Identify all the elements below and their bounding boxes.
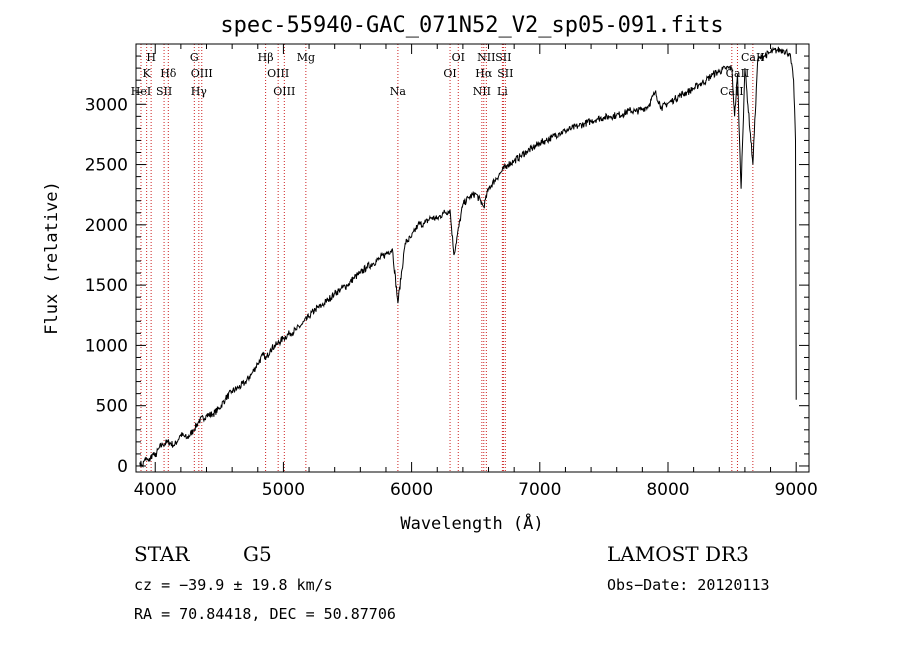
- y-tick-label: 2500: [85, 156, 128, 176]
- x-tick-label: 4000: [134, 480, 177, 500]
- y-tick-label: 500: [96, 397, 128, 417]
- line-id-label: NII: [477, 51, 495, 64]
- line-id-label: CaII: [741, 51, 765, 64]
- line-id-label: OIII: [273, 85, 295, 98]
- line-id-label: OIII: [267, 67, 289, 80]
- line-id-label: Na: [390, 85, 407, 98]
- line-id-label: Li: [497, 85, 508, 98]
- line-id-label: OI: [443, 67, 456, 80]
- object-class: STAR: [134, 542, 190, 566]
- line-id-label: Hγ: [191, 85, 208, 98]
- line-id-label: SII: [156, 85, 172, 98]
- line-id-label: OI: [452, 51, 465, 64]
- line-id-label: Mg: [297, 51, 315, 64]
- x-axis-label: Wavelength (Å): [400, 512, 543, 534]
- x-tick-label: 8000: [646, 480, 689, 500]
- line-id-label: HeI: [131, 85, 151, 98]
- line-id-label: G: [190, 51, 199, 64]
- object-subclass: G5: [243, 542, 272, 566]
- x-tick-label: 9000: [775, 480, 818, 500]
- y-tick-label: 3000: [85, 95, 128, 115]
- x-tick-label: 5000: [262, 480, 305, 500]
- line-id-label: H: [146, 51, 156, 64]
- line-id-label: K: [143, 67, 152, 80]
- y-tick-label: 0: [117, 457, 128, 477]
- y-axis-label: Flux (relative): [42, 181, 62, 335]
- line-id-label: Hβ: [258, 51, 274, 64]
- line-id-label: NII: [473, 85, 491, 98]
- y-tick-label: 2000: [85, 216, 128, 236]
- redshift-text: cz = −39.9 ± 19.8 km/s: [134, 576, 333, 594]
- line-id-markers: [140, 44, 754, 472]
- y-tick-label: 1000: [85, 336, 128, 356]
- spectrum-plot: [139, 46, 797, 468]
- axis-ticks: 4000 5000 6000 7000 8000 9000 0 500 1000 1500 2000…: [85, 44, 818, 500]
- line-id-label: OIII: [191, 67, 213, 80]
- line-id-label: SII: [497, 67, 513, 80]
- line-id-label: Hα: [475, 67, 493, 80]
- x-tick-label: 6000: [390, 480, 433, 500]
- line-id-label: Hδ: [160, 67, 177, 80]
- y-tick-label: 1500: [85, 276, 128, 296]
- obs-date-text: Obs−Date: 20120113: [607, 576, 770, 594]
- line-id-label: SII: [495, 51, 511, 64]
- spectrum-series-line: [139, 46, 797, 468]
- coordinates-text: RA = 70.84418, DEC = 50.87706: [134, 605, 396, 623]
- line-id-label: CaII: [720, 85, 744, 98]
- x-tick-label: 7000: [518, 480, 561, 500]
- plot-frame: [135, 43, 810, 473]
- chart-title: spec-55940-GAC_071N52_V2_sp05-091.fits: [220, 13, 723, 38]
- survey-name: LAMOST DR3: [607, 542, 749, 566]
